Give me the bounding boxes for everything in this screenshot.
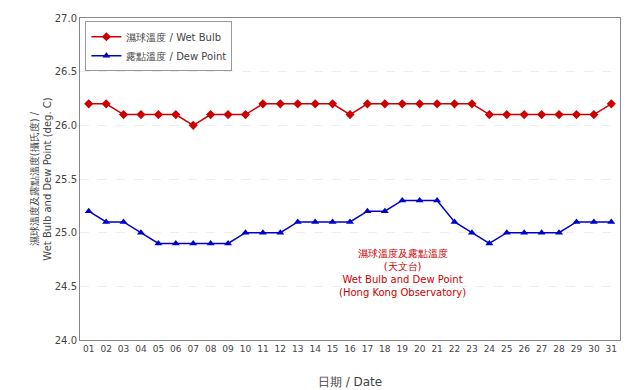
svg-text:24.5: 24.5 <box>55 281 77 292</box>
svg-text:08: 08 <box>205 344 217 354</box>
svg-text:13: 13 <box>292 344 303 354</box>
svg-text:28: 28 <box>553 344 565 354</box>
svg-text:06: 06 <box>170 344 182 354</box>
svg-text:23: 23 <box>466 344 477 354</box>
svg-text:03: 03 <box>118 344 129 354</box>
svg-text:25: 25 <box>501 344 512 354</box>
svg-text:22: 22 <box>449 344 460 354</box>
svg-text:20: 20 <box>414 344 426 354</box>
svg-text:濕球溫度及露點溫度(攝氏度) /Wet Bulb and D: 濕球溫度及露點溫度(攝氏度) /Wet Bulb and Dew Point (… <box>29 97 53 260</box>
svg-text:26: 26 <box>518 344 530 354</box>
svg-text:31: 31 <box>606 344 617 354</box>
svg-text:24.0: 24.0 <box>55 335 77 346</box>
svg-text:10: 10 <box>240 344 252 354</box>
svg-text:26.5: 26.5 <box>55 66 77 77</box>
svg-text:日期 / Date: 日期 / Date <box>318 375 382 389</box>
svg-text:19: 19 <box>397 344 409 354</box>
svg-text:27: 27 <box>536 344 547 354</box>
svg-text:09: 09 <box>222 344 234 354</box>
svg-text:14: 14 <box>309 344 321 354</box>
svg-text:27.0: 27.0 <box>55 13 77 24</box>
svg-text:濕球溫度及露點溫度(天文台)Wet Bulb and Dew: 濕球溫度及露點溫度(天文台)Wet Bulb and Dew Point(Hon… <box>339 248 466 298</box>
svg-text:15: 15 <box>327 344 338 354</box>
svg-text:濕球溫度 / Wet Bulb: 濕球溫度 / Wet Bulb <box>126 32 221 43</box>
svg-text:17: 17 <box>362 344 373 354</box>
svg-text:29: 29 <box>571 344 583 354</box>
svg-text:16: 16 <box>344 344 356 354</box>
svg-text:26.0: 26.0 <box>55 120 77 131</box>
svg-text:25.5: 25.5 <box>55 174 77 185</box>
svg-text:12: 12 <box>275 344 286 354</box>
svg-text:30: 30 <box>588 344 600 354</box>
svg-text:02: 02 <box>100 344 111 354</box>
svg-text:07: 07 <box>188 344 199 354</box>
svg-text:01: 01 <box>83 344 94 354</box>
svg-text:18: 18 <box>379 344 391 354</box>
svg-text:11: 11 <box>257 344 268 354</box>
svg-text:05: 05 <box>153 344 164 354</box>
svg-text:04: 04 <box>135 344 147 354</box>
svg-text:25.0: 25.0 <box>55 227 77 238</box>
svg-text:24: 24 <box>484 344 496 354</box>
svg-text:露點溫度 / Dew Point: 露點溫度 / Dew Point <box>126 51 226 62</box>
svg-text:21: 21 <box>431 344 442 354</box>
